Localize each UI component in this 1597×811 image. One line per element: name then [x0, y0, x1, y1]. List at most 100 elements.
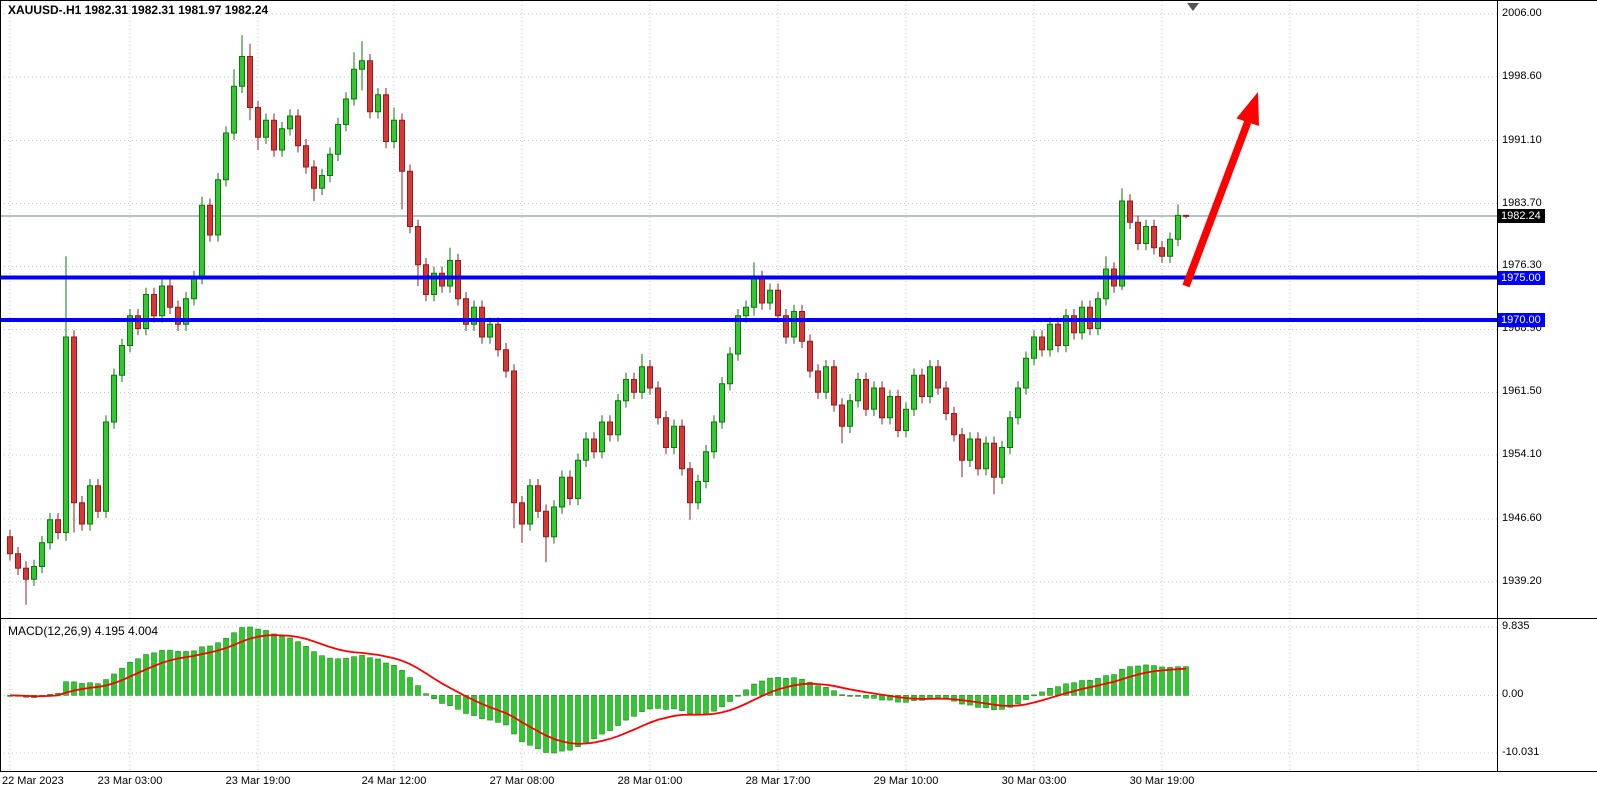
macd-histogram-bar [999, 695, 1005, 710]
bull-candle [103, 421, 109, 512]
bull-candle [743, 306, 749, 317]
bull-candle [199, 204, 205, 278]
bear-candle [15, 553, 21, 569]
macd-histogram-bar [863, 695, 869, 699]
macd-histogram-bar [703, 695, 709, 715]
macd-histogram-bar [631, 695, 637, 717]
macd-histogram-bar [1127, 666, 1133, 696]
macd-histogram-bar [175, 651, 181, 696]
bear-candle [951, 413, 957, 436]
bull-candle [287, 115, 293, 130]
macd-histogram-bar [479, 695, 485, 719]
bull-candle [263, 119, 269, 138]
bear-candle [679, 425, 685, 470]
bear-candle [71, 336, 77, 504]
hline-price-tag: 1975.00 [1498, 270, 1545, 285]
macd-histogram-bar [343, 658, 349, 696]
bear-candle [439, 272, 445, 287]
price-axis-tick: 1983.70 [1502, 196, 1542, 209]
bear-candle [503, 349, 509, 372]
bear-candle [959, 434, 965, 461]
macd-histogram-bar [255, 628, 261, 696]
macd-histogram-bar [319, 655, 325, 696]
macd-histogram-bar [1167, 667, 1173, 696]
bear-candle [55, 519, 61, 533]
bull-candle [63, 336, 69, 533]
bull-candle [847, 400, 853, 427]
symbol-ohlc-header: XAUUSD-.H1 1982.31 1982.31 1981.97 1982.… [8, 3, 269, 17]
time-axis-tick: 30 Mar 19:00 [1129, 775, 1195, 787]
time-axis-tick: 23 Mar 03:00 [97, 775, 163, 787]
bear-candle [783, 315, 789, 338]
bear-candle [815, 370, 821, 393]
bull-candle [319, 175, 325, 189]
bear-candle [535, 485, 541, 512]
bull-candle [223, 132, 229, 181]
macd-histogram-bar [767, 677, 773, 696]
macd-histogram-bar [1039, 691, 1045, 696]
bear-candle [311, 166, 317, 189]
bull-candle [735, 315, 741, 355]
bear-candle [135, 315, 141, 329]
macd-histogram-bar [535, 695, 541, 750]
bull-candle [623, 379, 629, 402]
price-axis-tick: 2006.00 [1502, 7, 1542, 19]
macd-histogram-bar [207, 645, 213, 696]
bear-candle [655, 387, 661, 419]
bear-candle [167, 285, 173, 308]
macd-histogram-bar [895, 695, 901, 703]
bull-candle [1007, 417, 1013, 448]
bear-candle [975, 438, 981, 470]
macd-histogram-bar [719, 695, 725, 707]
bull-candle [671, 425, 677, 448]
trend-arrow-head[interactable] [1236, 92, 1259, 126]
macd-histogram-bar [1055, 686, 1061, 696]
macd-histogram-bar [839, 694, 845, 696]
bull-candle [111, 374, 117, 423]
macd-histogram-bar [519, 695, 525, 743]
bear-candle [631, 379, 637, 393]
macd-histogram-bar [687, 695, 693, 715]
macd-histogram-bar [663, 695, 669, 710]
bear-candle [1183, 214, 1189, 217]
macd-histogram-bar [1007, 695, 1013, 708]
trend-arrow-line[interactable] [1182, 120, 1252, 288]
macd-histogram-bar [1143, 664, 1149, 696]
candles-layer [0, 35, 1497, 605]
time-axis-tick: 30 Mar 03:00 [1001, 775, 1067, 787]
bull-candle [703, 451, 709, 482]
macd-histogram-bar [199, 646, 205, 696]
macd-histogram-bar [463, 695, 469, 714]
chart-shift-marker[interactable] [1187, 3, 1199, 11]
bear-candle [463, 298, 469, 325]
macd-histogram-bar [383, 662, 389, 696]
bull-candle [711, 421, 717, 453]
bull-candle [1167, 238, 1173, 257]
bull-candle [39, 542, 45, 568]
macd-histogram-bar [823, 687, 829, 696]
macd-histogram-bar [375, 658, 381, 696]
bear-candle [543, 510, 549, 538]
bull-candle [871, 387, 877, 410]
macd-histogram-bar [711, 695, 717, 712]
macd-histogram-bar [415, 685, 421, 696]
bull-candle [695, 481, 701, 504]
price-axis-tick: 1991.10 [1502, 133, 1542, 146]
macd-histogram-bar [407, 677, 413, 696]
bear-candle [1071, 315, 1077, 334]
time-axis-tick: 22 Mar 2023 [2, 775, 64, 787]
bull-candle [983, 442, 989, 470]
bear-candle [23, 567, 29, 580]
price-axis-tick: 1946.60 [1502, 511, 1542, 524]
macd-histogram-bar [127, 662, 133, 696]
macd-histogram-bar [87, 682, 93, 696]
bull-candle [767, 289, 773, 304]
bull-candle [1031, 336, 1037, 359]
macd-histogram-bar [647, 695, 653, 710]
bear-candle [415, 226, 421, 266]
macd-histogram-bar [1151, 665, 1157, 696]
macd-histogram-bar [639, 695, 645, 712]
time-axis-tick: 27 Mar 08:00 [489, 775, 555, 787]
macd-histogram-bar [1047, 688, 1053, 696]
